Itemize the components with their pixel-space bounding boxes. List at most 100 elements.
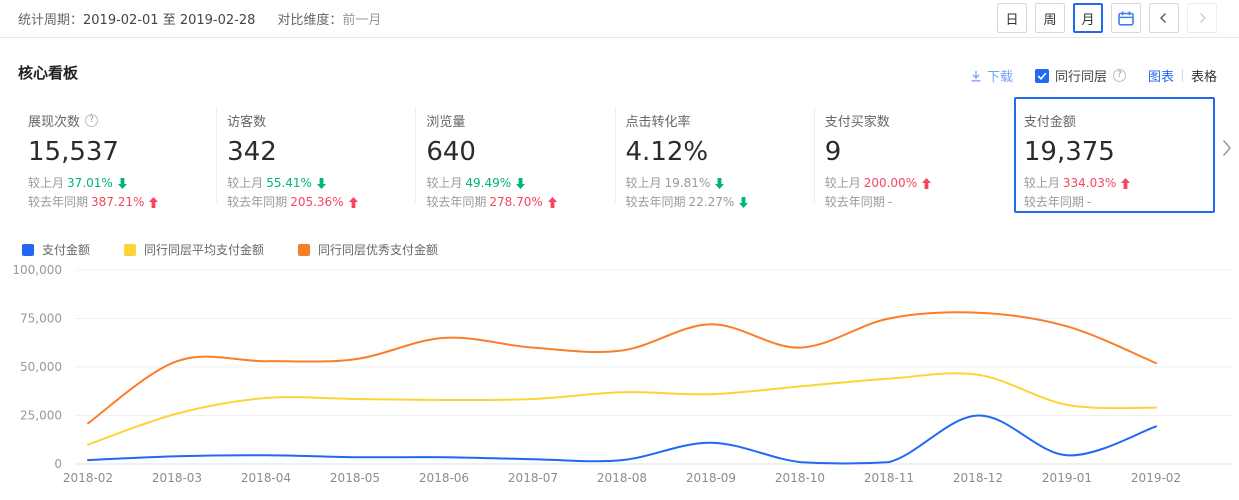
legend-item-1[interactable]: 支付金额 [22, 241, 90, 258]
metric-delta-row: 较去年同期 278.70% [426, 195, 615, 210]
granularity-button-1[interactable]: 日 [997, 3, 1027, 33]
metric-title: 展现次数 [28, 115, 81, 130]
x-axis-tick-label: 2018-06 [419, 471, 469, 485]
metric-delta-row: 较上月 200.00% [825, 176, 1014, 191]
panel-actions: 下载 同行同层 ? 图表 表格 [970, 66, 1217, 85]
metric-help-icon[interactable]: ? [85, 114, 99, 127]
download-button[interactable]: 下载 [970, 66, 1013, 85]
chevron-left-icon [1157, 11, 1171, 25]
peer-compare-toggle[interactable]: 同行同层 ? [1034, 66, 1126, 85]
delta-value: - [1086, 195, 1092, 209]
granularity-button-3[interactable]: 月 [1073, 3, 1103, 33]
chart-legend: 支付金额 同行同层平均支付金额 同行同层优秀支付金额 [22, 241, 438, 258]
series-line-1 [87, 414, 1157, 465]
arrow-up-icon [547, 197, 557, 208]
cards-next-button[interactable] [1222, 139, 1236, 157]
delta-value: 55.41% [266, 176, 312, 190]
next-period-button[interactable] [1187, 3, 1217, 33]
y-axis-tick-label: 0 [54, 457, 62, 471]
granularity-group: 日周月 [997, 3, 1103, 33]
arrow-down-icon [516, 178, 526, 189]
metric-card-6[interactable]: 支付金额 19,375 较上月 334.03% 较去年同期 - [1013, 97, 1216, 213]
arrow-down-icon [715, 178, 725, 189]
metric-card-2[interactable]: 访客数 342 较上月 55.41% 较去年同期 205.36% [217, 97, 417, 213]
y-axis-tick-label: 50,000 [20, 360, 62, 374]
arrow-up-icon [922, 178, 932, 189]
peer-checkbox[interactable] [1034, 68, 1049, 83]
legend-label: 同行同层优秀支付金额 [318, 243, 439, 257]
granularity-button-2[interactable]: 周 [1035, 3, 1065, 33]
metric-card-3[interactable]: 浏览量 640 较上月 49.49% 较去年同期 278.70% [416, 97, 616, 213]
metric-delta-row: 较去年同期 - [825, 195, 1014, 210]
delta-label: 较去年同期 [824, 195, 885, 209]
x-axis-tick-label: 2018-07 [508, 471, 558, 485]
x-axis-tick-label: 2019-02 [1131, 471, 1181, 485]
prev-period-button[interactable] [1149, 3, 1179, 33]
legend-swatch [22, 243, 34, 256]
delta-label: 较去年同期 [28, 195, 89, 209]
metric-card-1[interactable]: 展现次数? 15,537 较上月 37.01% 较去年同期 387.21% [18, 97, 218, 213]
arrow-up-icon [348, 197, 358, 208]
delta-value: 37.01% [67, 176, 113, 190]
metric-card-4[interactable]: 点击转化率 4.12% 较上月 19.81% 较去年同期 22.27% [615, 97, 815, 213]
legend-item-2[interactable]: 同行同层平均支付金额 [124, 241, 264, 258]
view-toggle: 图表 表格 [1148, 66, 1217, 85]
y-axis-tick-label: 100,000 [12, 263, 62, 277]
peer-help-icon[interactable]: ? [1112, 69, 1126, 82]
delta-label: 较上月 [227, 176, 264, 190]
delta-label: 较上月 [625, 176, 662, 190]
legend-item-3[interactable]: 同行同层优秀支付金额 [298, 241, 438, 258]
series-line-3 [87, 311, 1157, 425]
metric-value: 342 [227, 137, 277, 167]
toggle-divider [1181, 69, 1183, 82]
y-axis-tick-label: 25,000 [20, 409, 62, 423]
period-summary: 统计周期： 2019-02-01 至 2019-02-28 对比维度： 前一月 [18, 0, 381, 37]
metric-delta-row: 较去年同期 205.36% [227, 195, 416, 210]
card-divider [216, 107, 218, 203]
series-line-2 [87, 372, 1157, 446]
arrow-down-icon [739, 197, 749, 208]
metric-delta-row: 较上月 37.01% [28, 176, 217, 191]
metric-title: 访客数 [227, 115, 267, 130]
metric-cards-row: 展现次数? 15,537 较上月 37.01% 较去年同期 387.21% 访客数 342 较上… [18, 97, 1216, 213]
delta-label: 较去年同期 [227, 195, 288, 209]
top-toolbar: 统计周期： 2019-02-01 至 2019-02-28 对比维度： 前一月 … [0, 0, 1239, 38]
delta-label: 较去年同期 [1023, 195, 1084, 209]
tab-chart-view[interactable]: 图表 [1147, 70, 1174, 85]
arrow-down-icon [316, 178, 326, 189]
compare-label: 对比维度： [277, 13, 343, 28]
download-label: 下载 [986, 70, 1013, 85]
delta-value: 22.27% [688, 195, 735, 209]
legend-label: 同行同层平均支付金额 [144, 243, 265, 257]
stat-period-label: 统计周期： [18, 13, 84, 28]
delta-label: 较去年同期 [426, 195, 487, 209]
delta-value: 19.81% [664, 176, 711, 190]
metric-value: 19,375 [1023, 137, 1115, 167]
tab-table-view[interactable]: 表格 [1190, 70, 1217, 85]
arrow-up-icon [149, 197, 159, 208]
metric-delta-row: 较上月 55.41% [227, 176, 416, 191]
stat-period-value: 2019-02-01 至 2019-02-28 [83, 13, 256, 28]
x-axis-tick-label: 2018-03 [152, 471, 202, 485]
metric-value: 4.12% [625, 137, 709, 167]
calendar-button[interactable] [1111, 3, 1141, 33]
line-chart-canvas: 0 25,000 50,000 75,000 100,000 2018-02 2018-03… [12, 263, 1232, 485]
payment-trend-chart: 0 25,000 50,000 75,000 100,000 2018-02 2018-03… [0, 260, 1239, 500]
metric-delta-row: 较去年同期 22.27% [626, 195, 815, 210]
card-divider [415, 107, 417, 203]
x-axis-tick-label: 2018-09 [686, 471, 736, 485]
period-controls: 日周月 [997, 3, 1217, 33]
arrow-up-icon [1121, 178, 1131, 189]
y-axis-tick-label: 75,000 [20, 312, 62, 326]
x-axis-tick-label: 2018-11 [864, 471, 914, 485]
metric-card-5[interactable]: 支付买家数 9 较上月 200.00% 较去年同期 - [814, 97, 1014, 213]
metric-delta-row: 较上月 49.49% [426, 176, 615, 191]
download-icon [970, 70, 982, 82]
card-divider [614, 107, 616, 203]
x-axis-tick-label: 2018-08 [597, 471, 647, 485]
metric-title: 点击转化率 [625, 115, 691, 130]
metric-title: 浏览量 [426, 115, 466, 130]
metric-delta-row: 较去年同期 - [1024, 195, 1213, 210]
page-title: 核心看板 [18, 64, 79, 82]
delta-value: 278.70% [489, 195, 543, 209]
